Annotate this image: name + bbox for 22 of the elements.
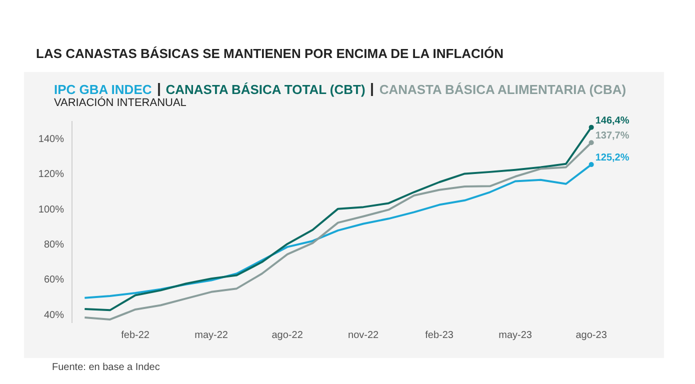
x-tick-label: may-23	[498, 330, 532, 342]
text: CANASTA BÁSICA ALIMENTARIA (CBA)	[379, 82, 626, 97]
text: CANASTA BÁSICA TOTAL (CBT)	[166, 82, 366, 97]
x-tick-label: feb-22	[121, 330, 150, 342]
x-tick-label: feb-23	[425, 330, 454, 342]
x-tick-label: ago-23	[576, 330, 608, 342]
y-tick-label: 100%	[38, 204, 64, 216]
data-label: 137,7%	[595, 130, 630, 142]
text: IPC GBA INDEC	[54, 82, 152, 97]
data-label: 146,4%	[595, 115, 630, 126]
y-tick-label: 40%	[44, 310, 64, 321]
source-note: Fuente: en base a Indec	[52, 362, 160, 373]
data-label: 125,2%	[595, 152, 630, 164]
x-tick-label: nov-22	[348, 330, 380, 342]
y-tick-label: 120%	[38, 169, 64, 180]
x-tick-label: may-22	[194, 330, 228, 342]
y-tick-label: 140%	[38, 134, 64, 146]
chart-subtitle: VARIACIÓN INTERANUAL	[54, 97, 188, 109]
chart-title: LAS CANASTAS BÁSICAS SE MANTIENEN POR ENCIMA DE LA INFLACIÓN	[36, 46, 504, 61]
y-tick-label: 80%	[44, 240, 64, 251]
x-tick-label: ago-22	[272, 330, 304, 342]
y-tick-label: 60%	[44, 274, 64, 286]
